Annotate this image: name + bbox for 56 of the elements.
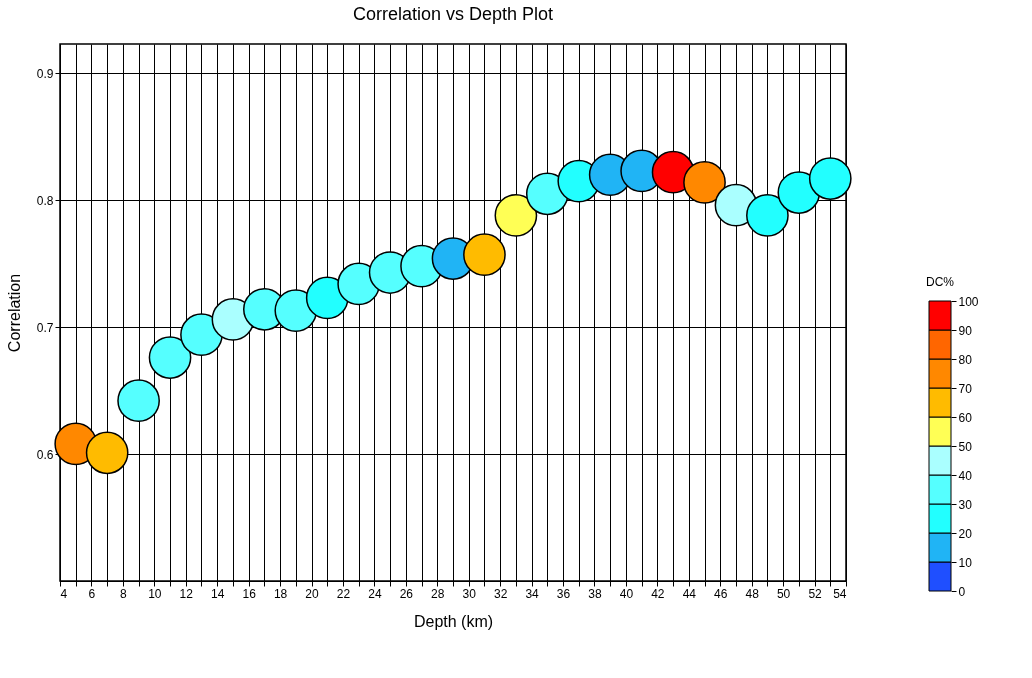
- y-tick-label: 0.7: [36, 320, 54, 335]
- x-tick-label: 6: [88, 586, 96, 601]
- x-tick-label: 8: [120, 586, 128, 601]
- color-bar-label: 40: [958, 468, 973, 483]
- color-bar-label: 80: [958, 352, 973, 367]
- x-tick-label: 24: [368, 586, 382, 601]
- y-tick-label: 0.6: [36, 447, 54, 462]
- point: [85, 431, 129, 475]
- color-bar-label: 90: [958, 323, 973, 338]
- x-tick-label: 10: [148, 586, 162, 601]
- point: [148, 336, 192, 379]
- x-tick-label: 22: [336, 586, 351, 601]
- x-tick-label: 50: [776, 586, 791, 601]
- x-tick-label: 18: [273, 586, 288, 601]
- x-tick-label: 32: [493, 586, 508, 601]
- x-tick-label: 36: [556, 586, 571, 601]
- color-bar-label: 10: [958, 555, 973, 570]
- point: [746, 194, 789, 237]
- color-bar-label: 100: [958, 294, 979, 309]
- x-tick-label: 4: [60, 586, 68, 601]
- x-tick-label: 54: [833, 586, 847, 601]
- x-tick-label: 14: [211, 586, 225, 601]
- point: [777, 171, 821, 214]
- y-axis-title: Correlation: [5, 273, 23, 353]
- point: [808, 157, 852, 200]
- x-tick-label: 42: [651, 586, 665, 601]
- point: [117, 379, 160, 423]
- color-bar-label: 50: [958, 439, 973, 454]
- x-tick-label: 44: [682, 586, 697, 601]
- x-tick-label: 30: [462, 586, 477, 601]
- point: [683, 161, 726, 204]
- color-bar-title: DC%: [925, 275, 955, 289]
- x-tick-label: 38: [588, 586, 602, 601]
- x-tick-label: 40: [619, 586, 634, 601]
- color-bar-label: 30: [958, 497, 973, 512]
- x-tick-label: 52: [808, 586, 823, 601]
- chart-title: Correlation vs Depth Plot: [352, 4, 554, 24]
- x-tick-label: 46: [714, 586, 728, 601]
- x-tick-label: 28: [431, 586, 445, 601]
- color-bar-label: 20: [958, 526, 973, 541]
- x-tick-label: 26: [399, 586, 414, 601]
- y-tick-label: 0.9: [36, 66, 54, 81]
- point: [494, 194, 538, 237]
- x-axis-title: Depth (km): [413, 612, 494, 630]
- color-bar-label: 60: [958, 410, 973, 425]
- x-tick-label: 20: [305, 586, 320, 601]
- x-tick-label: 34: [525, 586, 540, 601]
- color-bar-label: 70: [958, 381, 973, 396]
- y-tick-label: 0.8: [36, 193, 54, 208]
- point: [463, 233, 506, 277]
- color-bar-label: 0: [958, 584, 966, 599]
- x-tick-label: 12: [179, 586, 194, 601]
- point: [305, 276, 349, 320]
- x-tick-label: 16: [242, 586, 257, 601]
- x-tick-label: 48: [745, 586, 760, 601]
- point: [180, 313, 223, 357]
